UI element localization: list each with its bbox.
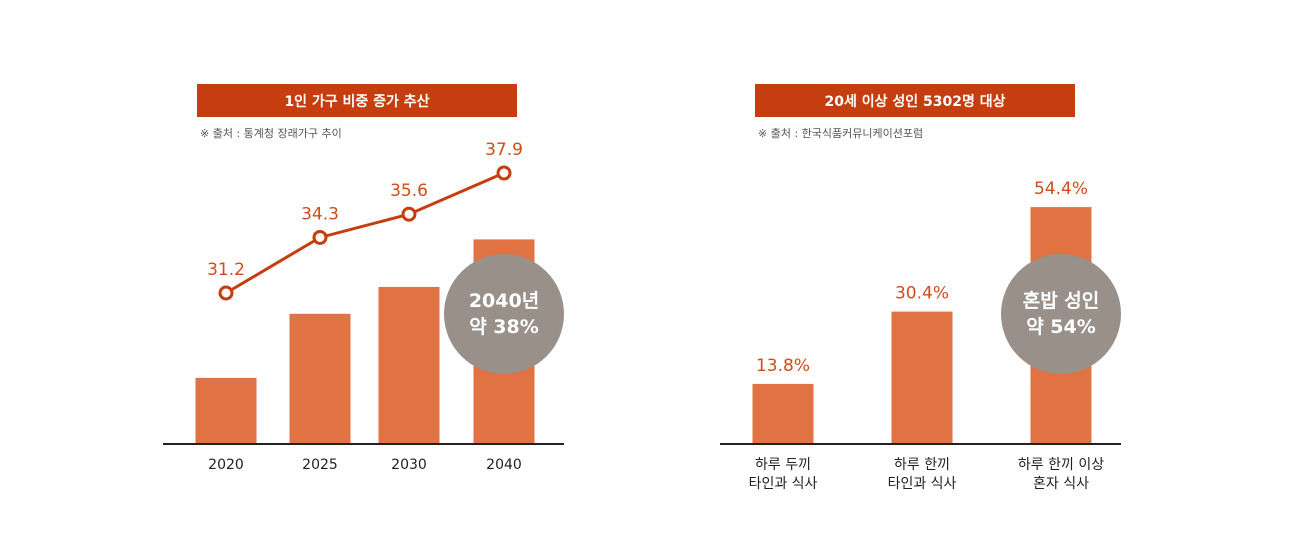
chart-solo-dining: 20세 이상 성인 5302명 대상 ※ 출처 : 한국식품커뮤니케이션포럼 1… [720,84,1121,492]
x-tick-1-line-2: 타인과 식사 [749,476,818,492]
x-tick-2030: 2030 [391,457,427,473]
chart-right-title-bar [755,84,1075,117]
bar-2030 [378,286,440,444]
bar-2025 [289,313,351,444]
chart-right-callout-line2: 약 54% [1026,316,1096,338]
chart-right-callout-line1: 혼밥 성인 [1023,289,1100,312]
chart-right-title: 20세 이상 성인 5302명 대상 [825,93,1006,110]
value-label-1: 13.8% [756,356,810,376]
bar-2 [891,311,953,444]
chart-left-callout: 2040년 약 38% [444,254,564,374]
value-label-2040: 37.9 [485,140,523,160]
x-tick-1-line-1: 하루 두끼 [755,457,811,473]
value-label-2025: 34.3 [301,204,339,224]
bar-2020 [195,377,257,444]
chart-right-callout-circle [1001,254,1121,374]
x-tick-3-line-2: 혼자 식사 [1033,476,1089,492]
x-tick-2025: 2025 [302,457,338,473]
chart-household-share: 1인 가구 비중 증가 추산 ※ 출처 : 통계청 장래가구 추이 31.2 34… [163,84,564,473]
chart-left-title-bar [197,84,517,117]
bar-1 [752,383,814,444]
chart-left-title: 1인 가구 비중 증가 추산 [284,93,429,110]
chart-right-value-labels: 13.8% 30.4% 54.4% [756,179,1088,376]
trend-point-2020 [218,285,234,301]
x-tick-3-line-1: 하루 한끼 이상 [1018,457,1104,473]
value-label-2030: 35.6 [390,181,428,201]
value-label-2: 30.4% [895,284,949,304]
x-tick-2040: 2040 [486,457,522,473]
chart-left-callout-circle [444,254,564,374]
chart-right-callout: 혼밥 성인 약 54% [1001,254,1121,374]
x-tick-2-line-2: 타인과 식사 [888,476,957,492]
trend-point-2040 [496,165,512,181]
chart-left-value-labels: 31.2 34.3 35.6 37.9 [207,140,523,280]
chart-left-trend [218,165,512,301]
trend-point-2025 [312,229,328,245]
trend-point-2030 [401,206,417,222]
x-tick-2020: 2020 [208,457,244,473]
chart-left-x-ticks: 2020 2025 2030 2040 [208,457,522,473]
x-tick-2-line-1: 하루 한끼 [894,457,950,473]
chart-right-source: ※ 출처 : 한국식품커뮤니케이션포럼 [758,127,923,140]
chart-left-callout-line2: 약 38% [469,316,539,338]
chart-left-source: ※ 출처 : 통계청 장래가구 추이 [200,127,342,140]
trend-line [225,171,505,295]
value-label-2020: 31.2 [207,260,245,280]
value-label-3: 54.4% [1034,179,1088,199]
chart-left-callout-line1: 2040년 [469,290,539,312]
